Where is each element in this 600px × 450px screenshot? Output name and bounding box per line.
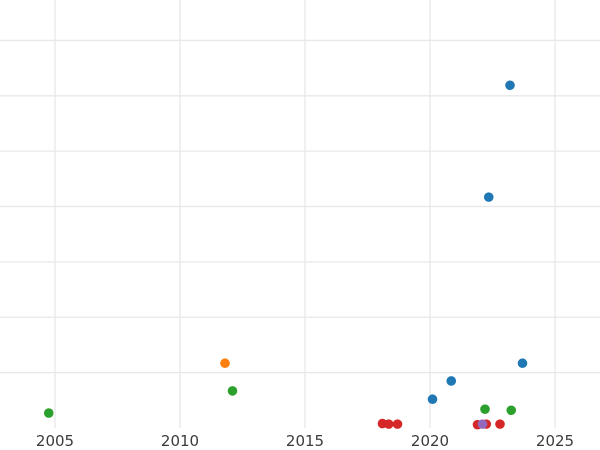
data-point-red [383, 419, 394, 429]
data-point-green [480, 404, 490, 414]
data-point-blue [505, 80, 515, 91]
data-point-red [392, 419, 403, 429]
x-tick-label: 2025 [536, 432, 574, 450]
data-point-orange [220, 358, 230, 369]
x-tick-label: 2015 [286, 432, 324, 450]
data-point-blue [517, 358, 528, 369]
data-point-purple [477, 419, 488, 429]
data-point-blue [483, 192, 494, 202]
x-tick-label: 2005 [36, 432, 74, 450]
data-point-red [495, 419, 505, 429]
data-point-green [506, 405, 517, 416]
data-point-blue [446, 376, 457, 386]
data-point-green [227, 386, 238, 396]
data-point-green [43, 408, 54, 418]
x-tick-label: 2020 [411, 432, 449, 450]
data-point-blue [427, 394, 438, 405]
x-tick-label: 2010 [161, 432, 199, 450]
